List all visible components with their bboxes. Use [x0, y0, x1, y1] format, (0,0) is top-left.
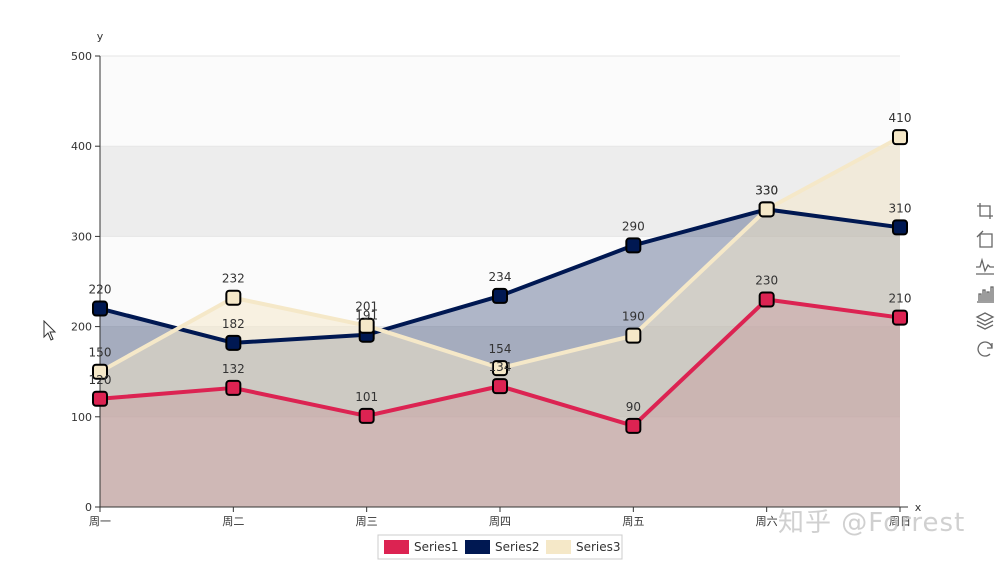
- x-tick-label: 周五: [622, 515, 644, 528]
- data-point-series3[interactable]: [492, 360, 508, 377]
- data-label: 310: [889, 201, 912, 215]
- data-label: 132: [222, 362, 245, 376]
- data-label: 90: [626, 400, 641, 414]
- data-point-series3[interactable]: [892, 129, 908, 146]
- data-label: 154: [489, 342, 512, 356]
- data-point-series1[interactable]: [358, 407, 375, 424]
- data-label: 330: [755, 183, 778, 197]
- data-label: 410: [889, 111, 912, 125]
- x-tick-label: 周二: [222, 515, 244, 528]
- data-point-series1[interactable]: [625, 417, 642, 434]
- y-tick-label: 100: [71, 411, 92, 424]
- zoom-reset-icon[interactable]: [974, 228, 996, 250]
- legend-item-series1[interactable]: Series1: [384, 540, 459, 554]
- data-point-series1[interactable]: [492, 378, 508, 395]
- y-axis-label: y: [97, 30, 104, 43]
- y-tick-label: 300: [71, 230, 92, 243]
- data-label: 230: [755, 274, 778, 288]
- x-tick-label: 周四: [489, 515, 511, 528]
- legend-box: [377, 534, 623, 560]
- data-label: 201: [355, 300, 378, 314]
- y-tick-label: 0: [85, 501, 92, 514]
- data-label: 290: [622, 219, 645, 233]
- legend-label: Series1: [414, 540, 459, 554]
- legend-swatch: [384, 540, 409, 554]
- watermark: 知乎 @Forrest: [778, 508, 966, 538]
- bar-chart-icon[interactable]: [974, 283, 996, 305]
- y-tick-label: 500: [71, 50, 92, 63]
- x-tick-label: 周六: [756, 515, 778, 528]
- data-point-series3[interactable]: [92, 363, 108, 380]
- data-label: 120: [89, 373, 112, 387]
- data-label: 150: [89, 346, 112, 360]
- mouse-cursor-icon: [43, 320, 57, 341]
- data-label: 232: [222, 272, 245, 286]
- data-label: 210: [889, 292, 912, 306]
- data-point-series2[interactable]: [892, 219, 908, 236]
- split-band: [100, 56, 900, 147]
- data-point-series3[interactable]: [758, 201, 775, 218]
- data-point-series1[interactable]: [758, 291, 775, 308]
- zoom-icon[interactable]: [974, 200, 996, 222]
- data-point-series1[interactable]: [92, 390, 108, 407]
- x-tick-label: 周三: [356, 515, 378, 528]
- area-series3: [100, 137, 900, 507]
- data-label: 190: [622, 310, 645, 324]
- data-point-series2[interactable]: [92, 300, 108, 317]
- x-tick-label: 周日: [889, 515, 911, 528]
- series-points[interactable]: [92, 129, 908, 434]
- legend-label: Series2: [495, 540, 540, 554]
- data-point-series3[interactable]: [225, 289, 242, 306]
- y-tick-label: 400: [71, 140, 92, 153]
- data-label: 101: [355, 390, 378, 404]
- data-point-series3[interactable]: [625, 327, 642, 344]
- data-point-series2[interactable]: [492, 287, 508, 304]
- restore-icon[interactable]: [974, 338, 996, 360]
- axes: 0 100 200 300 400 500 周一 周二 周三 周四 周五 周六 周日 y x: [71, 30, 922, 528]
- legend-item-series3[interactable]: Series3: [546, 540, 621, 554]
- toolbox: [974, 200, 996, 365]
- data-label: 330: [755, 183, 778, 197]
- data-point-series2[interactable]: [625, 237, 642, 254]
- legend-swatch: [546, 540, 571, 554]
- data-label: 182: [222, 317, 245, 331]
- line-chart-icon[interactable]: [974, 255, 996, 277]
- legend-label: Series3: [576, 540, 621, 554]
- data-label: 234: [489, 270, 512, 284]
- data-point-series1[interactable]: [892, 309, 908, 326]
- data-point-series2[interactable]: [225, 334, 242, 351]
- legend[interactable]: Series1 Series2 Series3: [377, 534, 623, 560]
- stack-icon[interactable]: [974, 310, 996, 332]
- legend-item-series2[interactable]: Series2: [465, 540, 540, 554]
- data-point-series1[interactable]: [225, 379, 242, 396]
- data-label: 220: [89, 283, 112, 297]
- data-label: 191: [355, 309, 378, 323]
- legend-swatch: [465, 540, 490, 554]
- x-tick-label: 周一: [89, 515, 111, 528]
- x-axis-label: x: [915, 501, 922, 514]
- data-labels: 120 132 101 134 90 230 210 220 182 191 234 290 330 31…: [89, 111, 912, 414]
- y-tick-label: 200: [71, 321, 92, 334]
- series-areas: [100, 137, 900, 507]
- data-point-series3[interactable]: [358, 317, 375, 334]
- data-label: 134: [489, 360, 512, 374]
